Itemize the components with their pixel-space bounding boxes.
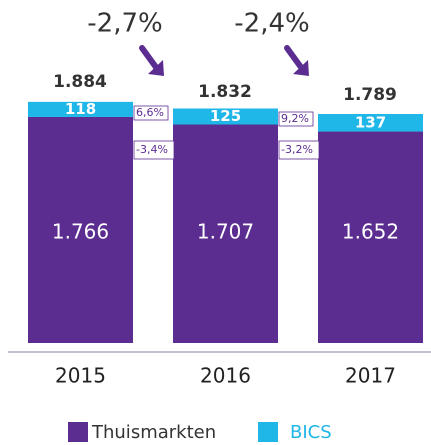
value-label: 1.652 <box>342 220 399 244</box>
bar-segment <box>28 101 133 117</box>
legend-label: Thuismarkten <box>91 422 216 443</box>
thuis-change-label: -3,4% <box>136 143 168 156</box>
bar-segment <box>318 114 423 132</box>
bar-segment <box>318 131 423 343</box>
legend-swatch <box>68 422 88 442</box>
legend-swatch <box>258 422 278 442</box>
bar-segment <box>173 124 278 343</box>
thuis-change-label: -3,2% <box>281 143 313 156</box>
total-label: 1.832 <box>198 82 252 102</box>
change-box <box>278 140 320 160</box>
bics-change-label: 9,2% <box>281 112 309 125</box>
change-box <box>133 140 175 160</box>
change-label: -2,7% <box>87 9 162 39</box>
arrow <box>284 45 306 73</box>
legend-label: BICS <box>290 422 332 443</box>
value-label: 1.766 <box>52 220 109 244</box>
total-label: 1.884 <box>53 72 107 92</box>
value-label: 125 <box>210 107 241 125</box>
arrow <box>139 45 161 73</box>
x-tick-label: 2017 <box>345 364 396 388</box>
value-label: 137 <box>355 113 386 131</box>
x-tick-label: 2015 <box>55 364 106 388</box>
bics-change-label: 6,6% <box>136 106 164 119</box>
x-tick-label: 2016 <box>200 364 251 388</box>
value-label: 118 <box>65 100 96 118</box>
change-box <box>133 105 169 121</box>
bar-segment <box>173 108 278 125</box>
arrow-head <box>148 60 164 76</box>
change-box <box>278 111 314 127</box>
arrow-head <box>293 60 309 76</box>
value-label: 1.707 <box>197 220 254 244</box>
bar-segment <box>28 116 133 344</box>
change-label: -2,4% <box>234 9 309 39</box>
total-label: 1.789 <box>343 85 397 105</box>
